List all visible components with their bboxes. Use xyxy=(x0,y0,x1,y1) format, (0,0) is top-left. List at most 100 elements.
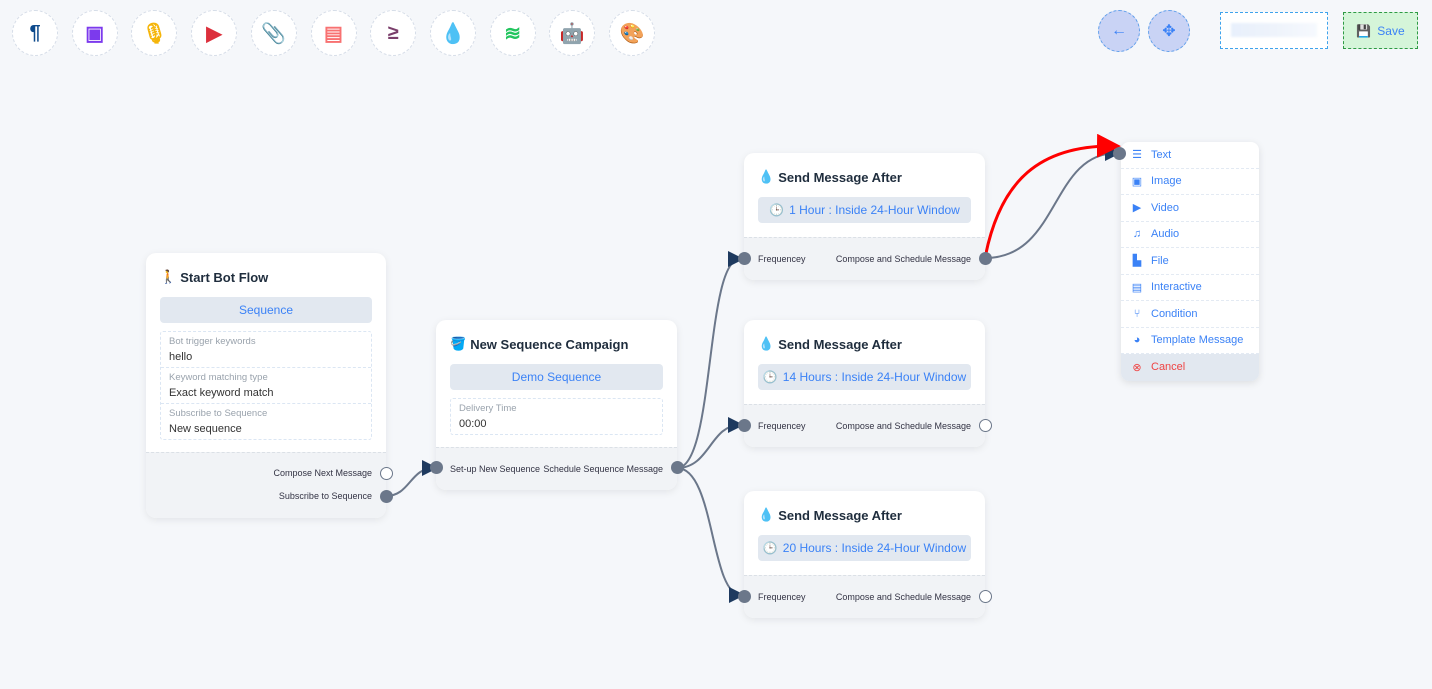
add-message-menu: ☰ Text ▣ Image ▶ Video ♫ Audio ▙ File ▤ Interactive… xyxy=(1121,142,1259,381)
menu-item-template-message[interactable]: ◕ Template Message xyxy=(1121,328,1259,354)
clock-icon: 🕒 xyxy=(762,370,778,384)
toolbar-stack-overflow-button[interactable]: ≋ xyxy=(489,10,536,56)
file-pdf-icon: ▙ xyxy=(1132,255,1142,268)
node-title: Send Message After xyxy=(778,169,902,185)
menu-item-text[interactable]: ☰ Text xyxy=(1121,142,1259,169)
save-label: Save xyxy=(1377,23,1405,38)
menu-item-condition[interactable]: ⑂ Condition xyxy=(1121,301,1259,328)
node-title: New Sequence Campaign xyxy=(470,336,629,352)
toolbar-robot-button[interactable]: 🤖 xyxy=(549,10,596,56)
port-label: Set-up New Sequence xyxy=(450,464,541,474)
menu-item-file[interactable]: ▙ File xyxy=(1121,248,1259,275)
menu-item-audio[interactable]: ♫ Audio xyxy=(1121,222,1259,248)
menu-item-video[interactable]: ▶ Video xyxy=(1121,195,1259,222)
delay-label: 20 Hours : Inside 24-Hour Window xyxy=(782,541,967,555)
new-sequence-campaign-node[interactable]: 🪣 New Sequence Campaign Demo Sequence Del… xyxy=(430,320,684,490)
edge-drag-active xyxy=(983,133,1121,259)
input-port[interactable] xyxy=(738,590,751,603)
start-bot-flow-node[interactable]: 🚶 Start Bot Flow Sequence Bot trigger key… xyxy=(146,253,393,518)
delay-label: 1 Hour : Inside 24-Hour Window xyxy=(789,203,960,217)
menu-item-image[interactable]: ▣ Image xyxy=(1121,169,1259,195)
menu-item-label: Template Message xyxy=(1151,334,1244,347)
menu-item-label: Video xyxy=(1151,201,1179,214)
field-value: New sequence xyxy=(169,423,242,435)
menu-item-label: File xyxy=(1151,254,1169,267)
stack-overflow-icon: ≋ xyxy=(504,22,521,45)
send-message-after-node[interactable]: 💧 Send Message After 🕒 20 Hours : Inside 2… xyxy=(738,491,992,618)
node-title: Send Message After xyxy=(778,507,902,523)
output-port[interactable] xyxy=(979,590,992,603)
menu-item-label: Condition xyxy=(1151,307,1198,320)
output-port[interactable] xyxy=(979,419,992,432)
port-label: Compose and Schedule Message xyxy=(835,592,971,602)
output-port[interactable] xyxy=(671,461,684,474)
list-icon: ☰ xyxy=(1132,149,1142,162)
toolbar-paragraph-button[interactable]: ¶ xyxy=(12,10,58,56)
droplet-icon: 💧 xyxy=(758,507,775,522)
edge-campaign-send2 xyxy=(676,417,744,469)
image-icon: ▣ xyxy=(1131,175,1143,188)
toolbar-image-button[interactable]: ▣ xyxy=(71,10,118,56)
droplet-icon: 💧 xyxy=(440,22,466,45)
toolbar-youtube-button[interactable]: ▶ xyxy=(191,10,238,56)
menu-item-cancel[interactable]: ⊗ Cancel xyxy=(1121,354,1259,381)
field-label: Keyword matching type xyxy=(169,372,268,383)
code-branch-icon: ⑂ xyxy=(1133,307,1141,320)
floppy-disk-icon: 💾 xyxy=(1356,23,1372,38)
menu-item-interactive[interactable]: ▤ Interactive xyxy=(1121,275,1259,301)
port-label: Frequencey xyxy=(758,592,806,602)
field-label: Subscribe to Sequence xyxy=(169,408,268,419)
input-port[interactable] xyxy=(430,461,443,474)
port-label: Frequencey xyxy=(758,254,806,264)
port-label: Compose Next Message xyxy=(273,468,372,478)
send-message-after-node[interactable]: 💧 Send Message After 🕒 1 Hour : Inside 24-… xyxy=(738,153,992,280)
greater-equal-icon: ≥ xyxy=(387,21,399,44)
fill-drip-icon: 🪣 xyxy=(450,336,467,351)
toolbar-droplet-button[interactable]: 💧 xyxy=(429,10,476,56)
input-port[interactable] xyxy=(738,419,751,432)
flow-title-input[interactable] xyxy=(1220,12,1328,49)
field-label: Bot trigger keywords xyxy=(169,336,256,347)
newspaper-icon: ▤ xyxy=(1131,281,1143,294)
field-value: hello xyxy=(169,351,193,363)
text-input-port[interactable] xyxy=(1113,147,1126,160)
compress-icon: ✥ xyxy=(1162,23,1176,40)
microphone-icon: 🎙 xyxy=(141,22,168,45)
paragraph-icon: ¶ xyxy=(29,21,41,44)
droplet-icon: 💧 xyxy=(758,169,775,184)
save-button[interactable]: 💾 Save xyxy=(1343,12,1418,49)
compose-next-port[interactable] xyxy=(380,467,393,480)
droplet-icon: 💧 xyxy=(758,336,775,351)
menu-item-label: Cancel xyxy=(1151,361,1186,374)
edge-start-campaign xyxy=(385,460,438,497)
compress-button[interactable]: ✥ xyxy=(1148,10,1190,52)
field-value: 00:00 xyxy=(459,418,487,430)
sequence-pill: Demo Sequence xyxy=(450,364,663,390)
delay-pill: 🕒 14 Hours : Inside 24-Hour Window xyxy=(758,364,971,390)
toolbar-greater-equal-button[interactable]: ≥ xyxy=(370,10,417,56)
send-message-after-node[interactable]: 💧 Send Message After 🕒 14 Hours : Inside 2… xyxy=(738,320,992,447)
menu-item-label: Interactive xyxy=(1151,281,1202,294)
newspaper-icon: ▤ xyxy=(324,22,343,45)
back-button[interactable]: ← xyxy=(1098,10,1140,52)
arrow-left-icon: ← xyxy=(1111,22,1127,39)
toolbar-palette-button[interactable]: 🎨 xyxy=(609,10,655,56)
sequence-pill: Sequence xyxy=(160,297,372,323)
paperclip-icon: 📎 xyxy=(261,22,287,45)
port-label: Compose and Schedule Message xyxy=(835,254,971,264)
toolbar-newspaper-button[interactable]: ▤ xyxy=(310,10,357,56)
port-label: Compose and Schedule Message xyxy=(835,421,971,431)
node-title: Send Message After xyxy=(778,336,902,352)
field-label: Delivery Time xyxy=(459,403,517,414)
menu-item-label: Image xyxy=(1151,175,1182,188)
toolbar-paperclip-button[interactable]: 📎 xyxy=(250,10,297,56)
input-port[interactable] xyxy=(738,252,751,265)
subscribe-sequence-port[interactable] xyxy=(380,490,393,503)
delay-label: 14 Hours : Inside 24-Hour Window xyxy=(782,370,967,384)
port-label: Frequencey xyxy=(758,421,806,431)
output-port[interactable] xyxy=(979,252,992,265)
delay-pill: 🕒 20 Hours : Inside 24-Hour Window xyxy=(758,535,971,561)
toolbar-microphone-button[interactable]: 🎙 xyxy=(131,10,178,56)
music-icon: ♫ xyxy=(1132,228,1142,241)
